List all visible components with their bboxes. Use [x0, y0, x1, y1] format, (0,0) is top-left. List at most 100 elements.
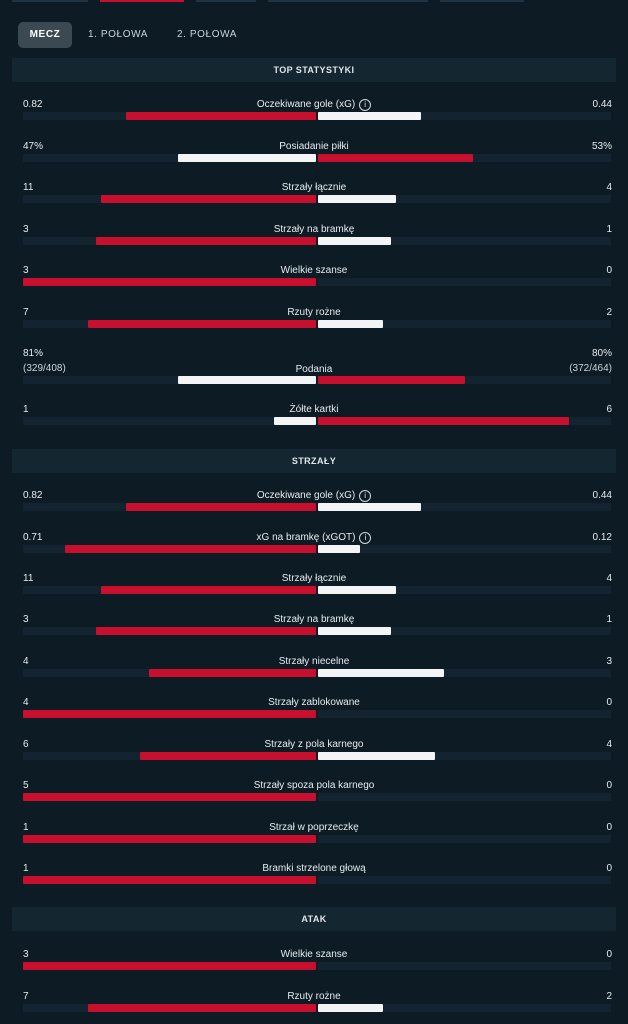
away-bar-track [318, 710, 611, 718]
home-bar-track [23, 112, 316, 120]
away-bar [318, 545, 360, 553]
stat-row: 3 1 Strzały na bramkę [0, 614, 628, 644]
home-bar [88, 1004, 316, 1012]
away-bar-track [318, 112, 611, 120]
home-bar [178, 154, 316, 162]
stat-label-text: xG na bramkę (xGOT) [256, 532, 356, 543]
away-bar [318, 195, 396, 203]
top-tab-indicator-active[interactable] [100, 0, 184, 2]
home-bar-track [23, 669, 316, 677]
stat-label: Oczekiwane gole (xG) i [0, 99, 628, 111]
tab-first-half[interactable]: 1. POŁOWA [87, 29, 149, 40]
stat-label: Wielkie szanse [0, 949, 628, 960]
home-bar [126, 112, 316, 120]
away-value: 4 [606, 573, 612, 584]
stat-label: Wielkie szanse [0, 265, 628, 276]
stat-row: 3 0 Wielkie szanse [0, 265, 628, 295]
stat-label: Strzały zablokowane [0, 697, 628, 708]
home-bar [178, 376, 316, 384]
home-bar-track [23, 586, 316, 594]
home-bar-track [23, 278, 316, 286]
top-tab-indicator[interactable] [268, 0, 428, 2]
away-subvalue: (372/464) [569, 363, 612, 374]
home-bar [65, 545, 316, 553]
stat-label: Strzał w poprzeczkę [0, 822, 628, 833]
stat-label-text: Strzały łącznie [281, 573, 347, 584]
info-icon[interactable]: i [359, 490, 372, 502]
home-bar-track [23, 195, 316, 203]
away-bar [318, 154, 473, 162]
top-tab-indicator[interactable] [196, 0, 256, 2]
tab-second-half[interactable]: 2. POŁOWA [176, 29, 238, 40]
away-bar-track [318, 237, 611, 245]
home-bar-track [23, 545, 316, 553]
stat-label-text: Strzały na bramkę [273, 614, 355, 625]
home-bar [96, 237, 316, 245]
stat-label: Strzały z pola karnego [0, 739, 628, 750]
stat-label: Strzały niecelne [0, 656, 628, 667]
home-bar [23, 962, 316, 970]
home-value: 0.71 [23, 532, 43, 543]
stat-row: 7 2 Rzuty rożne [0, 307, 628, 337]
away-bar [318, 669, 444, 677]
home-subvalue: (329/408) [23, 363, 66, 374]
away-bar-track [318, 835, 611, 843]
stat-row: 0.71 0.12 xG na bramkę (xGOT) i [0, 532, 628, 562]
home-value: 1 [23, 863, 29, 874]
home-value: 0.82 [23, 99, 43, 110]
away-value: 0 [606, 780, 612, 791]
stat-row: 1 0 Strzał w poprzeczkę [0, 822, 628, 852]
home-bar-track [23, 627, 316, 635]
away-bar-track [318, 876, 611, 884]
home-bar [140, 752, 316, 760]
home-bar-track [23, 1004, 316, 1012]
away-bar [318, 112, 421, 120]
stat-label: Strzały łącznie [0, 182, 628, 193]
away-value: 6 [606, 404, 612, 415]
home-bar-track [23, 376, 316, 384]
stat-label: Żółte kartki [0, 404, 628, 415]
home-bar [23, 710, 316, 718]
home-bar-track [23, 237, 316, 245]
stat-row: 4 0 Strzały zablokowane [0, 697, 628, 727]
stat-row: 5 0 Strzały spoza pola karnego [0, 780, 628, 810]
away-value: 0 [606, 822, 612, 833]
away-bar [318, 586, 396, 594]
stat-label: Rzuty rożne [0, 991, 628, 1002]
section-header: ATAK [12, 907, 616, 931]
home-value: 3 [23, 265, 29, 276]
section-header: TOP STATYSTYKI [12, 58, 616, 82]
home-bar [23, 278, 316, 286]
stat-row: 3 1 Strzały na bramkę [0, 224, 628, 254]
home-bar-track [23, 503, 316, 511]
stat-label: Posiadanie piłki [0, 141, 628, 152]
away-bar-track [318, 793, 611, 801]
stat-label-text: Oczekiwane gole (xG) [256, 490, 356, 501]
home-bar [23, 793, 316, 801]
away-value: 2 [606, 307, 612, 318]
stat-label-text: Rzuty rożne [287, 991, 341, 1002]
away-bar-track [318, 417, 611, 425]
home-bar-track [23, 793, 316, 801]
tab-match[interactable]: MECZ [18, 22, 72, 48]
away-bar-track [318, 669, 611, 677]
home-bar [274, 417, 316, 425]
top-tab-indicator[interactable] [440, 0, 524, 2]
home-bar-track [23, 835, 316, 843]
home-bar [23, 876, 316, 884]
info-icon[interactable]: i [359, 99, 372, 111]
stat-row: 0.82 0.44 Oczekiwane gole (xG) i [0, 99, 628, 129]
home-bar-track [23, 752, 316, 760]
stat-label-text: Strzał w poprzeczkę [269, 822, 359, 833]
stat-label-text: Strzały niecelne [278, 656, 350, 667]
stat-label: Oczekiwane gole (xG) i [0, 490, 628, 502]
away-value: 53% [591, 141, 612, 152]
top-tab-indicator[interactable] [12, 0, 88, 2]
home-value: 7 [23, 991, 29, 1002]
stat-label: Podania [0, 364, 628, 375]
home-bar [101, 195, 316, 203]
home-bar-track [23, 876, 316, 884]
home-bar [88, 320, 316, 328]
stat-label-text: Wielkie szanse [280, 265, 348, 276]
info-icon[interactable]: i [359, 532, 372, 544]
